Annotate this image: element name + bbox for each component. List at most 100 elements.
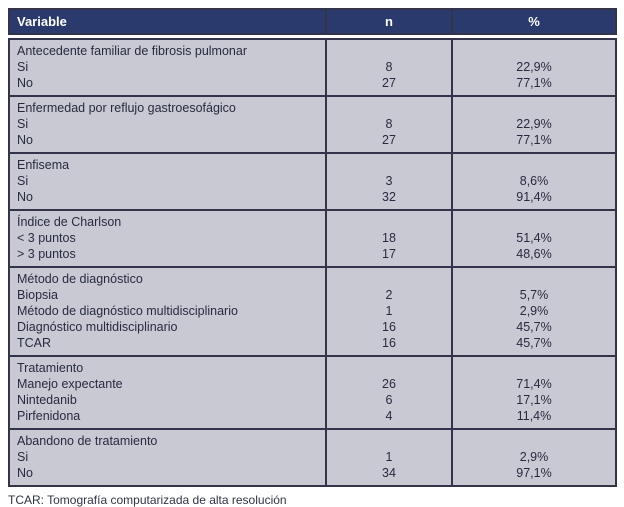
empty-percent-cell bbox=[451, 356, 616, 376]
column-header-percent: % bbox=[451, 9, 616, 34]
row-percent-value: 45,7% bbox=[451, 319, 616, 335]
row-variable: Nintedanib bbox=[9, 392, 326, 408]
row-variable: No bbox=[9, 189, 326, 210]
row-percent-value: 77,1% bbox=[451, 132, 616, 153]
row-variable: No bbox=[9, 132, 326, 153]
empty-n-cell bbox=[325, 39, 452, 59]
section-label: Abandono de tratamiento bbox=[9, 429, 326, 449]
section-label-row: Tratamiento bbox=[9, 356, 616, 376]
row-variable: TCAR bbox=[9, 335, 326, 356]
row-variable: Si bbox=[9, 59, 326, 75]
table-section: Abandono de tratamiento Si 1 2,9% No 34 97,1% bbox=[9, 429, 616, 486]
row-n-value: 17 bbox=[325, 246, 452, 267]
section-label: Índice de Charlson bbox=[9, 210, 326, 230]
table-row: Método de diagnóstico multidisciplinario… bbox=[9, 303, 616, 319]
table-row: TCAR 16 45,7% bbox=[9, 335, 616, 356]
row-n-value: 16 bbox=[325, 335, 452, 356]
table-section: Índice de Charlson < 3 puntos 18 51,4% > 3 p… bbox=[9, 210, 616, 267]
section-label-row: Abandono de tratamiento bbox=[9, 429, 616, 449]
row-n-value: 6 bbox=[325, 392, 452, 408]
row-variable: Si bbox=[9, 116, 326, 132]
row-percent-value: 5,7% bbox=[451, 287, 616, 303]
row-percent-value: 77,1% bbox=[451, 75, 616, 96]
row-n-value: 2 bbox=[325, 287, 452, 303]
row-variable: No bbox=[9, 465, 326, 486]
row-n-value: 26 bbox=[325, 376, 452, 392]
section-label-row: Método de diagnóstico bbox=[9, 267, 616, 287]
row-variable: Manejo expectante bbox=[9, 376, 326, 392]
row-percent-value: 8,6% bbox=[451, 173, 616, 189]
column-header-n: n bbox=[325, 9, 452, 34]
table-section: Enfermedad por reflujo gastroesofágico Si… bbox=[9, 96, 616, 153]
row-variable: Pirfenidona bbox=[9, 408, 326, 429]
table-footnote: TCAR: Tomografía computarizada de alta r… bbox=[8, 493, 287, 507]
table-body: Antecedente familiar de fibrosis pulmona… bbox=[8, 38, 617, 487]
table-header: Variable n % bbox=[8, 8, 617, 35]
table-section: Tratamiento Manejo expectante 26 71,4% Ninte… bbox=[9, 356, 616, 429]
section-label: Enfermedad por reflujo gastroesofágico bbox=[9, 96, 326, 116]
row-percent-value: 91,4% bbox=[451, 189, 616, 210]
table-row: No 32 91,4% bbox=[9, 189, 616, 210]
empty-n-cell bbox=[325, 210, 452, 230]
table-row: Si 8 22,9% bbox=[9, 116, 616, 132]
table-row: Biopsia 2 5,7% bbox=[9, 287, 616, 303]
row-n-value: 18 bbox=[325, 230, 452, 246]
row-percent-value: 45,7% bbox=[451, 335, 616, 356]
empty-n-cell bbox=[325, 96, 452, 116]
empty-percent-cell bbox=[451, 210, 616, 230]
table-row: No 34 97,1% bbox=[9, 465, 616, 486]
row-percent-value: 2,9% bbox=[451, 303, 616, 319]
table-row: Manejo expectante 26 71,4% bbox=[9, 376, 616, 392]
row-percent-value: 11,4% bbox=[451, 408, 616, 429]
empty-percent-cell bbox=[451, 267, 616, 287]
section-label-row: Índice de Charlson bbox=[9, 210, 616, 230]
empty-percent-cell bbox=[451, 39, 616, 59]
empty-percent-cell bbox=[451, 153, 616, 173]
row-variable: Si bbox=[9, 449, 326, 465]
row-percent-value: 48,6% bbox=[451, 246, 616, 267]
row-n-value: 3 bbox=[325, 173, 452, 189]
row-variable: > 3 puntos bbox=[9, 246, 326, 267]
row-n-value: 8 bbox=[325, 59, 452, 75]
table-section: Enfisema Si 3 8,6% No 32 91,4% bbox=[9, 153, 616, 210]
section-label-row: Enfermedad por reflujo gastroesofágico bbox=[9, 96, 616, 116]
section-label: Método de diagnóstico bbox=[9, 267, 326, 287]
table-row: No 27 77,1% bbox=[9, 132, 616, 153]
table-row: Si 1 2,9% bbox=[9, 449, 616, 465]
empty-percent-cell bbox=[451, 96, 616, 116]
row-n-value: 1 bbox=[325, 449, 452, 465]
empty-n-cell bbox=[325, 429, 452, 449]
row-n-value: 34 bbox=[325, 465, 452, 486]
row-percent-value: 51,4% bbox=[451, 230, 616, 246]
row-n-value: 27 bbox=[325, 75, 452, 96]
section-label-row: Antecedente familiar de fibrosis pulmona… bbox=[9, 39, 616, 59]
table-row: Diagnóstico multidisciplinario 16 45,7% bbox=[9, 319, 616, 335]
row-variable: No bbox=[9, 75, 326, 96]
row-percent-value: 22,9% bbox=[451, 116, 616, 132]
row-percent-value: 17,1% bbox=[451, 392, 616, 408]
table-row: Nintedanib 6 17,1% bbox=[9, 392, 616, 408]
table-row: Si 3 8,6% bbox=[9, 173, 616, 189]
row-percent-value: 71,4% bbox=[451, 376, 616, 392]
row-n-value: 8 bbox=[325, 116, 452, 132]
section-label: Tratamiento bbox=[9, 356, 326, 376]
row-percent-value: 22,9% bbox=[451, 59, 616, 75]
empty-n-cell bbox=[325, 153, 452, 173]
row-variable: Método de diagnóstico multidisciplinario bbox=[9, 303, 326, 319]
table-header-row: Variable n % bbox=[9, 9, 616, 34]
table-row: No 27 77,1% bbox=[9, 75, 616, 96]
table-row: Si 8 22,9% bbox=[9, 59, 616, 75]
row-variable: < 3 puntos bbox=[9, 230, 326, 246]
section-label: Enfisema bbox=[9, 153, 326, 173]
section-label: Antecedente familiar de fibrosis pulmona… bbox=[9, 39, 326, 59]
row-percent-value: 2,9% bbox=[451, 449, 616, 465]
section-label-row: Enfisema bbox=[9, 153, 616, 173]
row-variable: Si bbox=[9, 173, 326, 189]
table-row: > 3 puntos 17 48,6% bbox=[9, 246, 616, 267]
column-header-variable: Variable bbox=[9, 9, 326, 34]
empty-percent-cell bbox=[451, 429, 616, 449]
empty-n-cell bbox=[325, 267, 452, 287]
table-section: Método de diagnóstico Biopsia 2 5,7% Método … bbox=[9, 267, 616, 356]
row-n-value: 32 bbox=[325, 189, 452, 210]
